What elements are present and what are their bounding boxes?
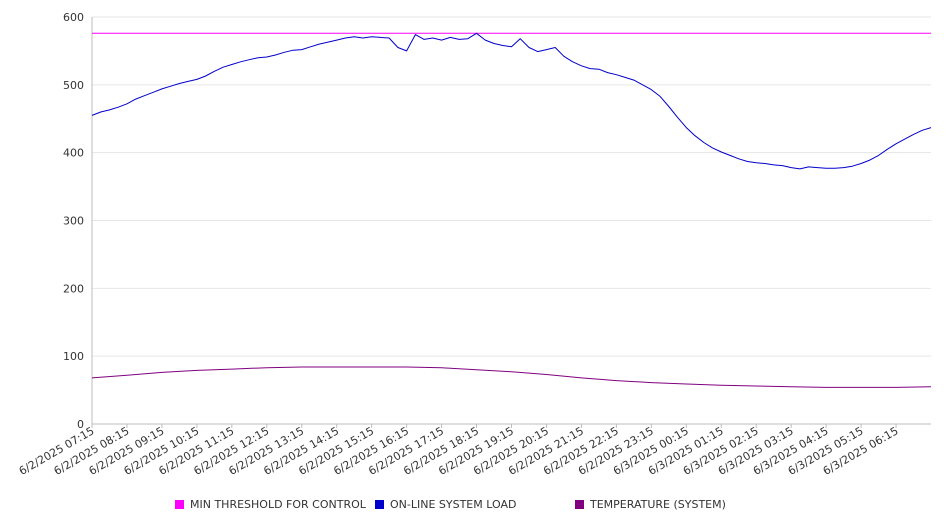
legend-label-temperature: TEMPERATURE (SYSTEM): [590, 498, 726, 511]
legend-swatch-temperature: [575, 500, 584, 509]
y-axis-tick-labels: 0 100 200 300 400 500 600: [63, 11, 84, 431]
legend-swatch-min-threshold: [175, 500, 184, 509]
series-lines: [91, 32, 932, 388]
y-tick-label: 500: [63, 79, 84, 92]
legend-item-system-load[interactable]: ON-LINE SYSTEM LOAD: [375, 498, 516, 511]
y-tick-label: 400: [63, 147, 84, 160]
legend-label-min-threshold: MIN THRESHOLD FOR CONTROL: [190, 498, 366, 511]
legend-item-min-threshold[interactable]: MIN THRESHOLD FOR CONTROL: [175, 498, 366, 511]
y-tick-label: 100: [63, 350, 84, 363]
legend-item-temperature[interactable]: TEMPERATURE (SYSTEM): [575, 498, 726, 511]
y-tick-label: 0: [77, 418, 84, 431]
series-line-temperature: [91, 366, 932, 388]
y-tick-label: 200: [63, 282, 84, 295]
legend-swatch-system-load: [375, 500, 384, 509]
legend: MIN THRESHOLD FOR CONTROL ON-LINE SYSTEM…: [0, 498, 946, 514]
gridlines: [92, 16, 931, 357]
y-tick-label: 300: [63, 215, 84, 228]
x-axis-tick-labels: 6/2/2025 07:156/2/2025 08:156/2/2025 09:…: [17, 424, 901, 478]
y-tick-label: 600: [63, 11, 84, 24]
axes: [91, 17, 931, 428]
series-line-system-load: [91, 32, 932, 170]
legend-label-system-load: ON-LINE SYSTEM LOAD: [390, 498, 517, 511]
